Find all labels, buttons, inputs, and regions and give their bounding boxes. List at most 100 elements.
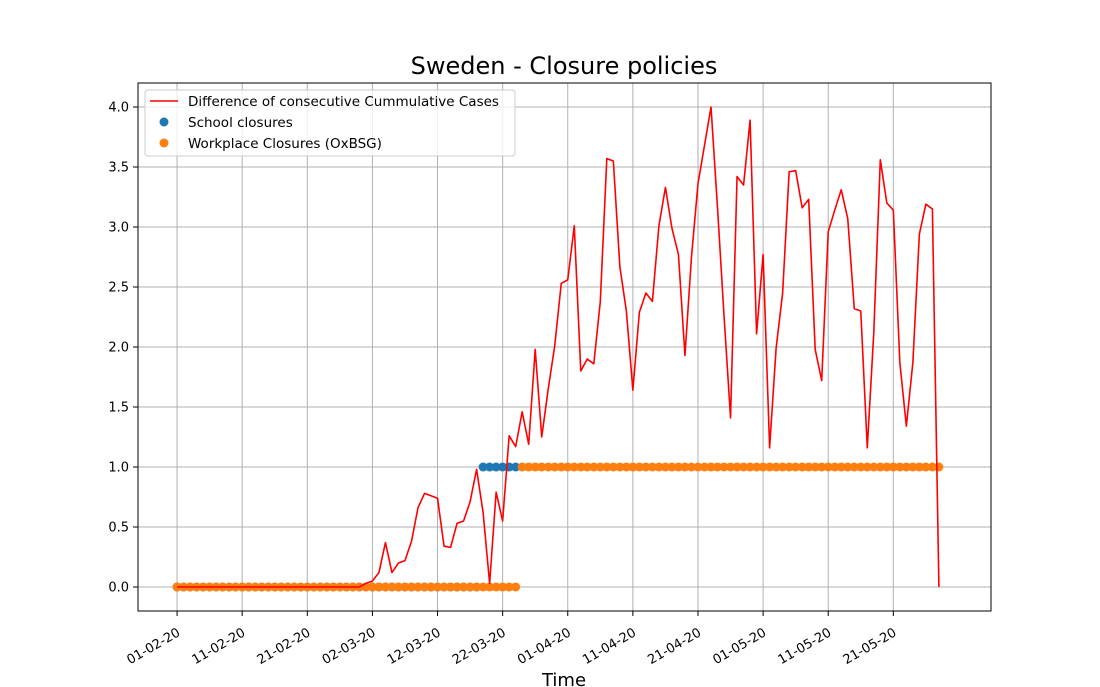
workplace-closure-point bbox=[602, 462, 612, 472]
workplace-closure-point bbox=[485, 582, 495, 592]
workplace-closure-point bbox=[511, 582, 521, 592]
workplace-closure-point bbox=[849, 462, 859, 472]
workplace-closure-point bbox=[758, 462, 768, 472]
workplace-closure-point bbox=[563, 462, 573, 472]
workplace-closure-point bbox=[745, 462, 755, 472]
cases-difference-line bbox=[177, 106, 940, 588]
workplace-closure-point bbox=[901, 462, 911, 472]
workplace-closure-point bbox=[595, 462, 605, 472]
workplace-closure-point bbox=[634, 462, 644, 472]
workplace-closure-point bbox=[739, 462, 749, 472]
workplace-closure-point bbox=[433, 582, 443, 592]
workplace-closure-point bbox=[686, 462, 696, 472]
workplace-closure-point bbox=[472, 582, 482, 592]
workplace-closure-point bbox=[367, 582, 377, 592]
workplace-closure-point bbox=[550, 462, 560, 472]
chart-title: Sweden - Closure policies bbox=[411, 52, 718, 80]
y-tick-label: 2.5 bbox=[108, 281, 129, 296]
legend-label-cases: Difference of consecutive Cummulative Ca… bbox=[188, 94, 499, 110]
workplace-closure-point bbox=[393, 582, 403, 592]
workplace-closure-point bbox=[491, 582, 501, 592]
workplace-closure-point bbox=[537, 462, 547, 472]
workplace-closure-point bbox=[641, 462, 651, 472]
workplace-closure-point bbox=[680, 462, 690, 472]
workplace-closure-point bbox=[628, 462, 638, 472]
y-tick-label: 3.5 bbox=[108, 161, 129, 176]
x-axis-label: Time bbox=[541, 670, 586, 687]
workplace-closure-point bbox=[752, 462, 762, 472]
workplace-closure-point bbox=[713, 462, 723, 472]
workplace-closure-point bbox=[784, 462, 794, 472]
workplace-closure-point bbox=[667, 462, 677, 472]
workplace-closure-point bbox=[556, 462, 566, 472]
workplace-closure-point bbox=[927, 462, 937, 472]
workplace-closure-point bbox=[504, 582, 514, 592]
y-tick-label: 4.0 bbox=[108, 101, 129, 116]
y-tick-label: 1.0 bbox=[108, 461, 129, 476]
workplace-closure-point bbox=[778, 462, 788, 472]
workplace-closure-point bbox=[732, 462, 742, 472]
school-closure-point bbox=[478, 462, 488, 472]
workplace-closure-point bbox=[706, 462, 716, 472]
workplace-closure-point bbox=[452, 582, 462, 592]
school-closure-point bbox=[491, 462, 501, 472]
workplace-closure-point bbox=[459, 582, 469, 592]
workplace-closure-point bbox=[765, 462, 775, 472]
legend-label-school: School closures bbox=[188, 115, 293, 131]
workplace-closure-point bbox=[530, 462, 540, 472]
workplace-closure-point bbox=[478, 582, 488, 592]
workplace-closure-point bbox=[172, 582, 182, 592]
workplace-closure-point bbox=[446, 582, 456, 592]
workplace-closure-point bbox=[380, 582, 390, 592]
workplace-closure-point bbox=[699, 462, 709, 472]
workplace-closure-point bbox=[420, 582, 430, 592]
legend-marker-school bbox=[159, 117, 169, 127]
school-closure-point bbox=[511, 462, 521, 472]
workplace-closure-point bbox=[843, 462, 853, 472]
y-tick-label: 2.0 bbox=[108, 341, 129, 356]
workplace-closure-point bbox=[524, 462, 534, 472]
workplace-closure-point bbox=[608, 462, 618, 472]
workplace-closure-point bbox=[387, 582, 397, 592]
workplace-closure-point bbox=[823, 462, 833, 472]
workplace-closure-point bbox=[654, 462, 664, 472]
plot-series bbox=[172, 106, 944, 592]
workplace-closure-point bbox=[908, 462, 918, 472]
workplace-closure-point bbox=[517, 462, 527, 472]
workplace-closure-point bbox=[830, 462, 840, 472]
workplace-closure-point bbox=[426, 582, 436, 592]
workplace-closure-point bbox=[413, 582, 423, 592]
workplace-closure-point bbox=[647, 462, 657, 472]
workplace-closure-point bbox=[771, 462, 781, 472]
legend-box bbox=[144, 89, 516, 157]
workplace-closure-point bbox=[726, 462, 736, 472]
y-tick-label: 0.5 bbox=[108, 521, 129, 536]
workplace-closure-point bbox=[836, 462, 846, 472]
workplace-closure-point bbox=[582, 462, 592, 472]
school-closure-point bbox=[485, 462, 495, 472]
workplace-closure-point bbox=[888, 462, 898, 472]
workplace-closure-point bbox=[875, 462, 885, 472]
workplace-closure-point bbox=[693, 462, 703, 472]
workplace-closure-point bbox=[804, 462, 814, 472]
workplace-closure-point bbox=[660, 462, 670, 472]
workplace-closure-point bbox=[797, 462, 807, 472]
legend: Difference of consecutive Cummulative Ca… bbox=[144, 89, 516, 157]
workplace-closure-point bbox=[615, 462, 625, 472]
legend-marker-workplace bbox=[159, 138, 169, 148]
workplace-closure-point bbox=[817, 462, 827, 472]
workplace-closure-point bbox=[914, 462, 924, 472]
school-closure-point bbox=[498, 462, 508, 472]
workplace-closure-point bbox=[862, 462, 872, 472]
workplace-closure-point bbox=[719, 462, 729, 472]
workplace-closure-point bbox=[374, 582, 384, 592]
workplace-closure-point bbox=[543, 462, 553, 472]
workplace-closure-point bbox=[465, 582, 475, 592]
workplace-closure-point bbox=[934, 462, 944, 472]
y-tick-label: 3.0 bbox=[108, 221, 129, 236]
workplace-closure-point bbox=[856, 462, 866, 472]
workplace-closure-point bbox=[569, 462, 579, 472]
workplace-closure-point bbox=[576, 462, 586, 472]
workplace-closure-point bbox=[882, 462, 892, 472]
